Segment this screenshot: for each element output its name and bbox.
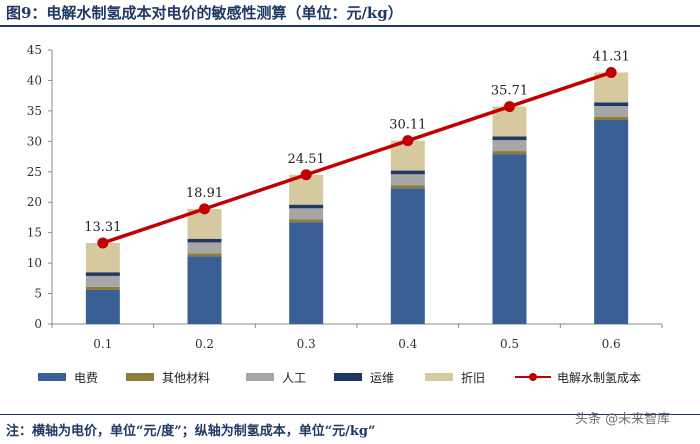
- bar-segment-other-materials: [85, 286, 120, 290]
- legend-item-maintenance: 运维: [334, 366, 394, 388]
- bar-segment-other-materials: [390, 185, 425, 189]
- legend-item-labor: 人工: [246, 366, 306, 388]
- data-label: 41.31: [593, 49, 630, 64]
- bar-segment-other-materials: [492, 151, 527, 155]
- data-label: 35.71: [491, 84, 528, 99]
- watermark: 头条 @未来智库: [575, 412, 671, 427]
- title-rule: [0, 25, 700, 27]
- legend-swatch-maintenance: [334, 373, 362, 381]
- bar-segment-maintenance: [492, 136, 527, 141]
- chart-title: 图9：电解水制氢成本对电价的敏感性测算（单位：元/kg）: [6, 4, 403, 22]
- bar-segment-maintenance: [289, 204, 324, 209]
- total-cost-point: [300, 169, 312, 181]
- bar-segment-labor: [492, 140, 527, 152]
- data-label: 24.51: [288, 152, 325, 167]
- y-tick-label: 5: [34, 287, 42, 301]
- legend-label-electricity: 电费: [74, 370, 99, 385]
- bar-segment-maintenance: [594, 102, 629, 107]
- note-rule: [0, 414, 700, 415]
- bar-segment-electricity: [594, 120, 629, 325]
- total-cost-point: [97, 237, 109, 249]
- legend-label-labor: 人工: [282, 370, 307, 385]
- legend-swatch-depreciation: [425, 373, 453, 381]
- data-label: 30.11: [389, 118, 426, 133]
- legend-swatch-electricity: [38, 373, 66, 381]
- legend-item-other-materials: 其他材料: [126, 366, 210, 388]
- y-tick-label: 35: [27, 104, 42, 118]
- y-tick-label: 15: [27, 226, 42, 240]
- x-tick-label: 0.3: [297, 337, 316, 351]
- bar-segment-electricity: [187, 256, 222, 324]
- bar-segment-electricity: [289, 222, 324, 324]
- bar-segment-other-materials: [289, 219, 324, 223]
- total-cost-point: [199, 203, 210, 215]
- y-tick-label: 40: [27, 73, 42, 87]
- bar-segment-labor: [85, 275, 120, 287]
- y-tick-label: 45: [27, 43, 42, 57]
- bar-segment-labor: [594, 106, 629, 117]
- bar-segment-labor: [390, 174, 425, 186]
- bar-segment-maintenance: [187, 238, 222, 243]
- x-tick-label: 0.6: [602, 337, 621, 351]
- bar-segment-other-materials: [594, 116, 629, 121]
- bar-segment-maintenance: [390, 170, 425, 175]
- legend-label-depreciation: 折旧: [461, 370, 486, 385]
- y-tick-label: 30: [27, 134, 42, 148]
- legend-marker-total-cost: [515, 372, 551, 382]
- legend: 电费 其他材料 人工 运维 折旧 电解水制氢成本: [0, 366, 700, 388]
- x-tick-label: 0.5: [500, 337, 519, 351]
- legend-item-depreciation: 折旧: [425, 366, 485, 388]
- legend-item-total-cost: 电解水制氢成本: [515, 366, 641, 388]
- total-cost-line: [102, 70, 612, 245]
- total-cost-point: [402, 135, 414, 147]
- x-tick-label: 0.4: [398, 337, 417, 351]
- bar-segment-electricity: [390, 188, 425, 324]
- x-tick-label: 0.1: [93, 337, 112, 351]
- legend-swatch-other-materials: [126, 373, 154, 381]
- legend-item-electricity: 电费: [38, 366, 98, 388]
- bar-segment-electricity: [85, 289, 120, 324]
- y-tick-label: 0: [34, 317, 42, 331]
- bar-segment-maintenance: [85, 272, 120, 276]
- data-label: 18.91: [186, 186, 223, 201]
- bar-segment-labor: [289, 208, 324, 220]
- legend-swatch-labor: [246, 373, 274, 381]
- legend-label-maintenance: 运维: [370, 370, 395, 385]
- data-label: 13.31: [84, 220, 121, 235]
- y-tick-label: 25: [27, 165, 42, 179]
- total-cost-point: [504, 101, 515, 113]
- footnote: 注：横轴为电价，单位“元/度”；纵轴为制氢成本，单位“元/kg”: [6, 424, 376, 439]
- y-tick-label: 20: [27, 195, 42, 209]
- legend-label-total-cost: 电解水制氢成本: [557, 370, 642, 385]
- x-tick-label: 0.2: [195, 337, 214, 351]
- chart: 0 5 10 15 20 25 30 35 40 45 0.1 0.2 0.3 0.4 0.5 0.6 13.3…: [27, 43, 663, 351]
- bar-segment-labor: [187, 242, 222, 254]
- total-cost-point: [605, 66, 617, 78]
- bar-segment-electricity: [492, 154, 527, 324]
- legend-label-other-materials: 其他材料: [162, 370, 211, 385]
- bar-segment-other-materials: [187, 253, 222, 257]
- y-tick-label: 10: [27, 256, 42, 270]
